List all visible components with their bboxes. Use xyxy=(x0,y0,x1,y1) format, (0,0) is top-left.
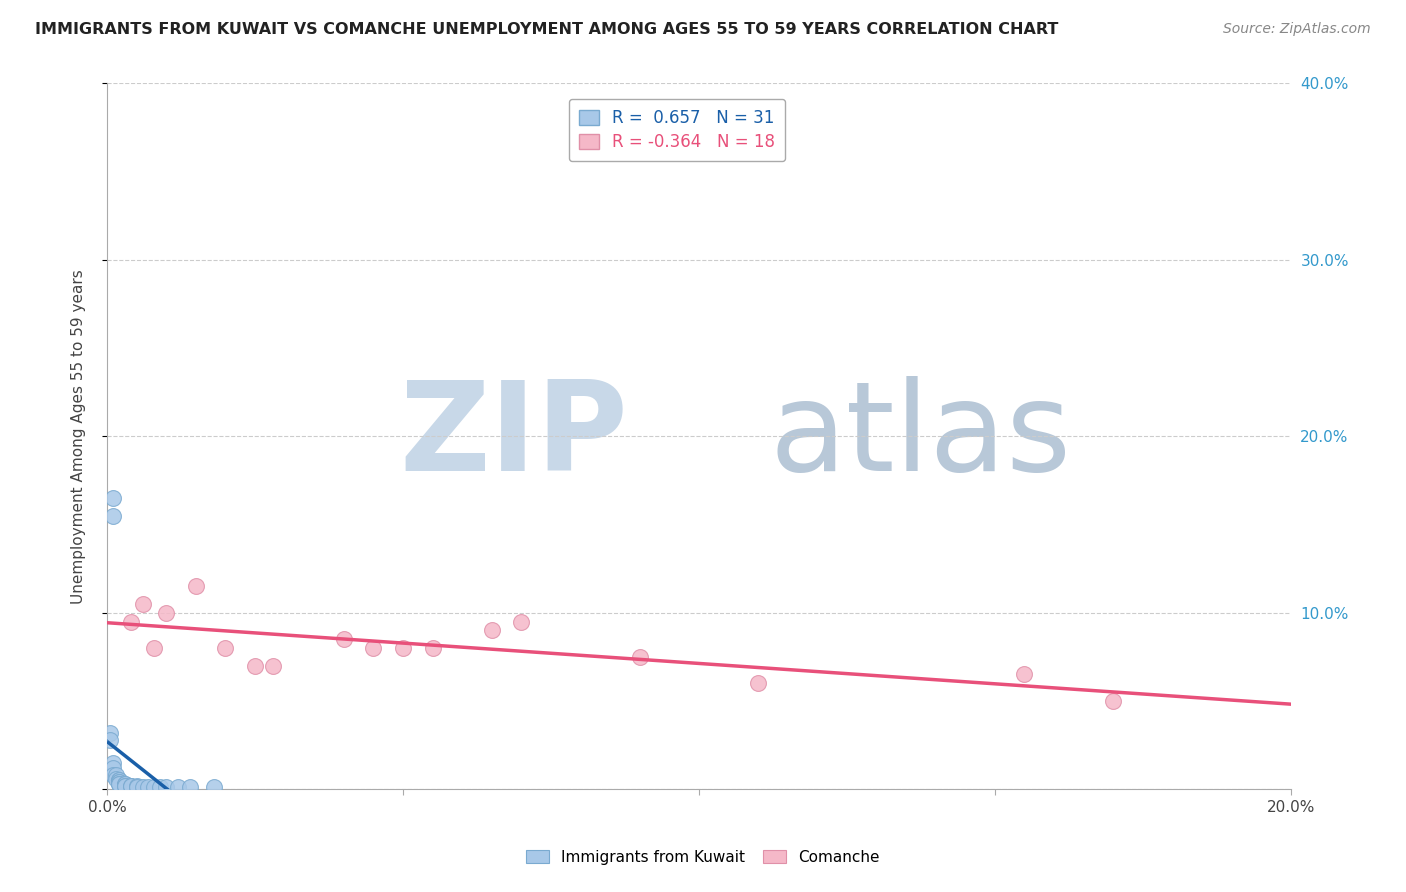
Point xyxy=(422,640,444,655)
Point xyxy=(214,640,236,655)
Point xyxy=(101,508,124,523)
Point xyxy=(104,768,127,782)
Point xyxy=(101,761,124,775)
Point xyxy=(131,597,153,611)
Point xyxy=(104,772,127,786)
Point xyxy=(131,780,153,795)
Point xyxy=(101,756,124,770)
Point xyxy=(155,606,177,620)
Point xyxy=(120,779,142,793)
Point xyxy=(510,615,533,629)
Y-axis label: Unemployment Among Ages 55 to 59 years: Unemployment Among Ages 55 to 59 years xyxy=(72,268,86,604)
Text: Source: ZipAtlas.com: Source: ZipAtlas.com xyxy=(1223,22,1371,37)
Point xyxy=(114,779,136,793)
Text: atlas: atlas xyxy=(770,376,1071,497)
Point xyxy=(392,640,415,655)
Point xyxy=(149,780,172,795)
Point xyxy=(1102,694,1125,708)
Point xyxy=(202,780,225,795)
Point xyxy=(628,649,651,664)
Point xyxy=(138,780,160,795)
Point xyxy=(125,780,148,795)
Point xyxy=(167,780,190,795)
Point xyxy=(98,725,121,739)
Point xyxy=(108,777,131,791)
Point xyxy=(108,775,131,789)
Point xyxy=(143,640,166,655)
Point xyxy=(114,777,136,791)
Point xyxy=(333,632,356,647)
Point xyxy=(120,615,142,629)
Point xyxy=(143,780,166,795)
Point xyxy=(98,732,121,747)
Point xyxy=(747,676,769,690)
Point xyxy=(108,773,131,788)
Point xyxy=(120,779,142,793)
Text: ZIP: ZIP xyxy=(399,376,628,497)
Point xyxy=(114,779,136,793)
Point xyxy=(101,491,124,505)
Point xyxy=(125,779,148,793)
Point xyxy=(101,768,124,782)
Point xyxy=(363,640,385,655)
Legend: Immigrants from Kuwait, Comanche: Immigrants from Kuwait, Comanche xyxy=(520,844,886,871)
Point xyxy=(114,777,136,791)
Point xyxy=(243,658,266,673)
Point xyxy=(108,773,131,788)
Point xyxy=(108,775,131,789)
Point xyxy=(179,780,201,795)
Point xyxy=(155,780,177,795)
Text: IMMIGRANTS FROM KUWAIT VS COMANCHE UNEMPLOYMENT AMONG AGES 55 TO 59 YEARS CORREL: IMMIGRANTS FROM KUWAIT VS COMANCHE UNEMP… xyxy=(35,22,1059,37)
Point xyxy=(481,624,503,638)
Point xyxy=(262,658,284,673)
Point xyxy=(184,579,207,593)
Point xyxy=(1014,667,1036,681)
Legend: R =  0.657   N = 31, R = -0.364   N = 18: R = 0.657 N = 31, R = -0.364 N = 18 xyxy=(569,99,785,161)
Point xyxy=(108,777,131,791)
